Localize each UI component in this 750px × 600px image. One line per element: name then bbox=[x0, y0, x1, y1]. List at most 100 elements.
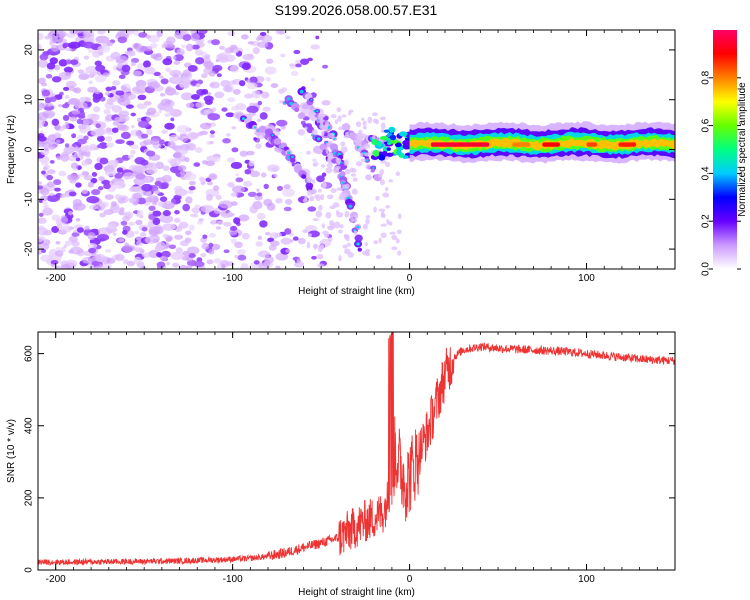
noise-blob bbox=[182, 69, 192, 77]
noise-blob bbox=[246, 79, 251, 83]
noise-blob bbox=[63, 244, 67, 248]
noise-blob bbox=[237, 254, 247, 261]
transition-blob bbox=[371, 138, 378, 146]
noise-blob bbox=[60, 153, 70, 162]
noise-blob bbox=[276, 119, 288, 127]
carrier-band-core bbox=[430, 142, 490, 147]
noise-blob bbox=[311, 255, 317, 260]
streak-halo bbox=[386, 218, 390, 225]
noise-blob bbox=[270, 240, 280, 247]
noise-blob bbox=[244, 93, 253, 99]
noise-blob bbox=[187, 65, 198, 72]
noise-blob bbox=[195, 82, 201, 88]
streak-core bbox=[287, 151, 291, 155]
noise-blob bbox=[89, 143, 97, 151]
noise-blob bbox=[123, 175, 129, 180]
noise-blob bbox=[166, 261, 170, 266]
streak-core bbox=[253, 126, 257, 129]
noise-blob bbox=[214, 91, 225, 99]
noise-blob bbox=[90, 177, 98, 184]
noise-blob bbox=[161, 44, 166, 49]
streak-halo bbox=[362, 125, 368, 130]
noise-blob bbox=[161, 129, 168, 135]
streak-core bbox=[310, 98, 313, 101]
streak-halo bbox=[341, 114, 347, 118]
noise-blob bbox=[103, 39, 111, 44]
noise-blob bbox=[188, 180, 196, 186]
streak-halo bbox=[338, 255, 342, 262]
noise-blob bbox=[146, 129, 153, 136]
noise-blob bbox=[162, 210, 171, 217]
noise-blob bbox=[150, 138, 160, 146]
noise-blob bbox=[46, 169, 56, 175]
noise-blob bbox=[235, 177, 244, 183]
noise-blob bbox=[105, 248, 111, 253]
streak-blob bbox=[294, 107, 300, 113]
noise-blob bbox=[41, 89, 51, 97]
noise-blob bbox=[38, 217, 47, 224]
noise-blob bbox=[39, 130, 44, 135]
transition-blob bbox=[389, 134, 397, 141]
noise-blob bbox=[209, 130, 215, 135]
noise-blob bbox=[293, 49, 301, 55]
noise-blob bbox=[114, 253, 125, 262]
noise-blob bbox=[275, 197, 283, 204]
noise-blob bbox=[284, 198, 293, 205]
noise-blob bbox=[38, 101, 46, 110]
noise-blob bbox=[78, 73, 90, 81]
noise-blob bbox=[235, 173, 240, 177]
streak-halo bbox=[306, 241, 311, 249]
noise-blob bbox=[246, 82, 258, 90]
noise-blob bbox=[257, 235, 263, 240]
noise-blob bbox=[64, 121, 69, 126]
noise-blob bbox=[179, 264, 188, 269]
streak-halo bbox=[348, 111, 352, 116]
noise-blob bbox=[142, 60, 151, 68]
noise-blob bbox=[118, 110, 130, 117]
noise-blob bbox=[191, 44, 200, 50]
noise-blob bbox=[216, 53, 228, 62]
noise-blob bbox=[210, 122, 217, 127]
carrier-band-core bbox=[512, 142, 530, 147]
noise-blob bbox=[60, 264, 71, 269]
noise-blob bbox=[104, 194, 114, 200]
noise-blob bbox=[206, 259, 214, 265]
noise-blob bbox=[60, 246, 66, 253]
noise-blob bbox=[38, 227, 49, 236]
noise-blob bbox=[97, 186, 104, 191]
noise-blob bbox=[240, 263, 249, 269]
transition-blob bbox=[386, 147, 391, 151]
noise-blob bbox=[238, 80, 246, 87]
noise-blob bbox=[128, 221, 135, 226]
noise-blob bbox=[134, 247, 143, 253]
noise-blob bbox=[220, 79, 231, 88]
noise-blob bbox=[215, 194, 222, 200]
streak-halo bbox=[332, 167, 340, 174]
noise-blob bbox=[201, 73, 208, 79]
noise-blob bbox=[75, 157, 81, 162]
noise-blob bbox=[201, 242, 210, 250]
streak-halo bbox=[307, 233, 312, 238]
noise-blob bbox=[144, 45, 153, 52]
noise-blob bbox=[98, 201, 109, 208]
streak-halo bbox=[365, 248, 371, 253]
noise-blob bbox=[216, 73, 222, 78]
streak-halo bbox=[361, 117, 365, 121]
noise-blob bbox=[273, 173, 278, 178]
noise-blob bbox=[227, 182, 235, 188]
streak-halo bbox=[336, 211, 344, 218]
noise-blob bbox=[135, 173, 146, 181]
noise-blob bbox=[60, 193, 67, 198]
streak-blob bbox=[354, 234, 363, 242]
streak-halo bbox=[321, 182, 327, 189]
streak-halo bbox=[379, 116, 386, 121]
noise-blob bbox=[132, 42, 143, 50]
noise-blob bbox=[44, 35, 50, 40]
noise-blob bbox=[38, 59, 49, 68]
noise-blob bbox=[267, 164, 280, 172]
noise-blob bbox=[158, 139, 165, 145]
streak-halo bbox=[378, 237, 382, 244]
spec-xlabel: Height of straight line (km) bbox=[298, 286, 415, 297]
noise-blob bbox=[289, 65, 296, 69]
